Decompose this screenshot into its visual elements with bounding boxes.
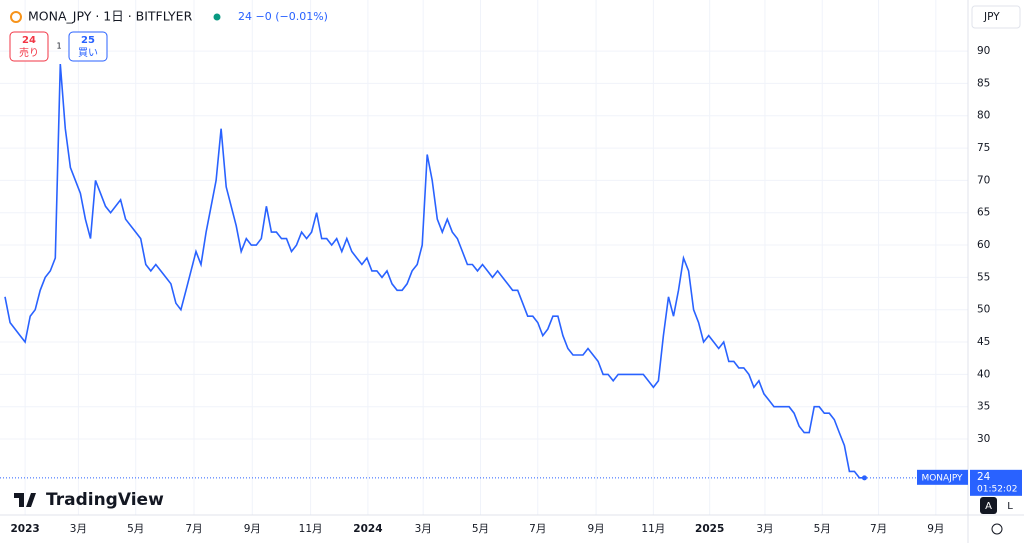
x-tick-label: 7月: [185, 523, 202, 535]
last-point: [861, 475, 867, 481]
price-tag: [970, 469, 1022, 496]
y-tick-label: 75: [977, 142, 990, 154]
x-tick-label: 3月: [756, 523, 773, 535]
y-tick-label: 30: [977, 433, 990, 445]
quote: 24 −0 (−0.01%): [238, 10, 328, 23]
y-tick-label: 35: [977, 401, 990, 413]
logo-icon: [14, 493, 36, 507]
x-tick-label: 9月: [587, 523, 604, 535]
y-tick-label: 90: [977, 45, 990, 57]
auto-button[interactable]: [980, 497, 997, 514]
price-tag-value: 24: [977, 471, 991, 483]
currency: JPY: [983, 11, 1000, 23]
x-tick-label: 3月: [70, 523, 87, 535]
status-dot: [213, 13, 221, 21]
y-tick-label: 55: [977, 271, 990, 283]
x-tick-label: 2024: [353, 523, 382, 535]
x-tick-label: 7月: [870, 523, 887, 535]
buy-button[interactable]: [68, 31, 108, 62]
y-tick-label: 60: [977, 239, 990, 251]
buy-price: 25: [81, 35, 95, 46]
symbol-tag-text: MONAJPY: [921, 473, 963, 483]
log-label[interactable]: L: [1007, 501, 1013, 512]
sell-price: 24: [22, 35, 36, 46]
symbol-tag: [917, 469, 968, 485]
y-tick-label: 50: [977, 304, 990, 316]
buy-label: 買い: [78, 47, 98, 59]
y-tick-label: 85: [977, 77, 990, 89]
logo: TradingView: [14, 490, 164, 510]
sell-label: 売り: [19, 46, 39, 59]
logo-text: TradingView: [46, 490, 164, 510]
x-tick-label: 9月: [244, 523, 261, 535]
x-tick-label: 2023: [11, 523, 40, 535]
y-tick-label: 45: [977, 336, 990, 348]
x-tick-label: 3月: [415, 523, 432, 535]
x-tick-label: 5月: [814, 523, 831, 535]
x-tick-label: 2025: [695, 523, 724, 535]
y-tick-label: 80: [977, 110, 990, 122]
y-tick-label: 65: [977, 207, 990, 219]
spread: 1: [56, 42, 61, 51]
x-tick-label: 11月: [299, 523, 323, 535]
x-tick-label: 11月: [641, 523, 665, 535]
price-line: [4, 63, 865, 479]
currency-button[interactable]: [971, 5, 1021, 29]
sell-button[interactable]: [9, 31, 49, 62]
symbol-title: MONA_JPY · 1日 · BITFLYER: [28, 9, 193, 24]
price-tag-time: 01:52:02: [977, 484, 1017, 494]
y-tick-label: 70: [977, 174, 990, 186]
symbol-icon: [10, 11, 22, 23]
x-tick-label: 5月: [472, 523, 489, 535]
auto-label: A: [985, 501, 992, 512]
x-tick-label: 9月: [927, 523, 944, 535]
settings-icon[interactable]: [991, 523, 1003, 535]
x-tick-label: 7月: [529, 523, 546, 535]
x-tick-label: 5月: [127, 523, 144, 535]
y-tick-label: 40: [977, 368, 990, 380]
